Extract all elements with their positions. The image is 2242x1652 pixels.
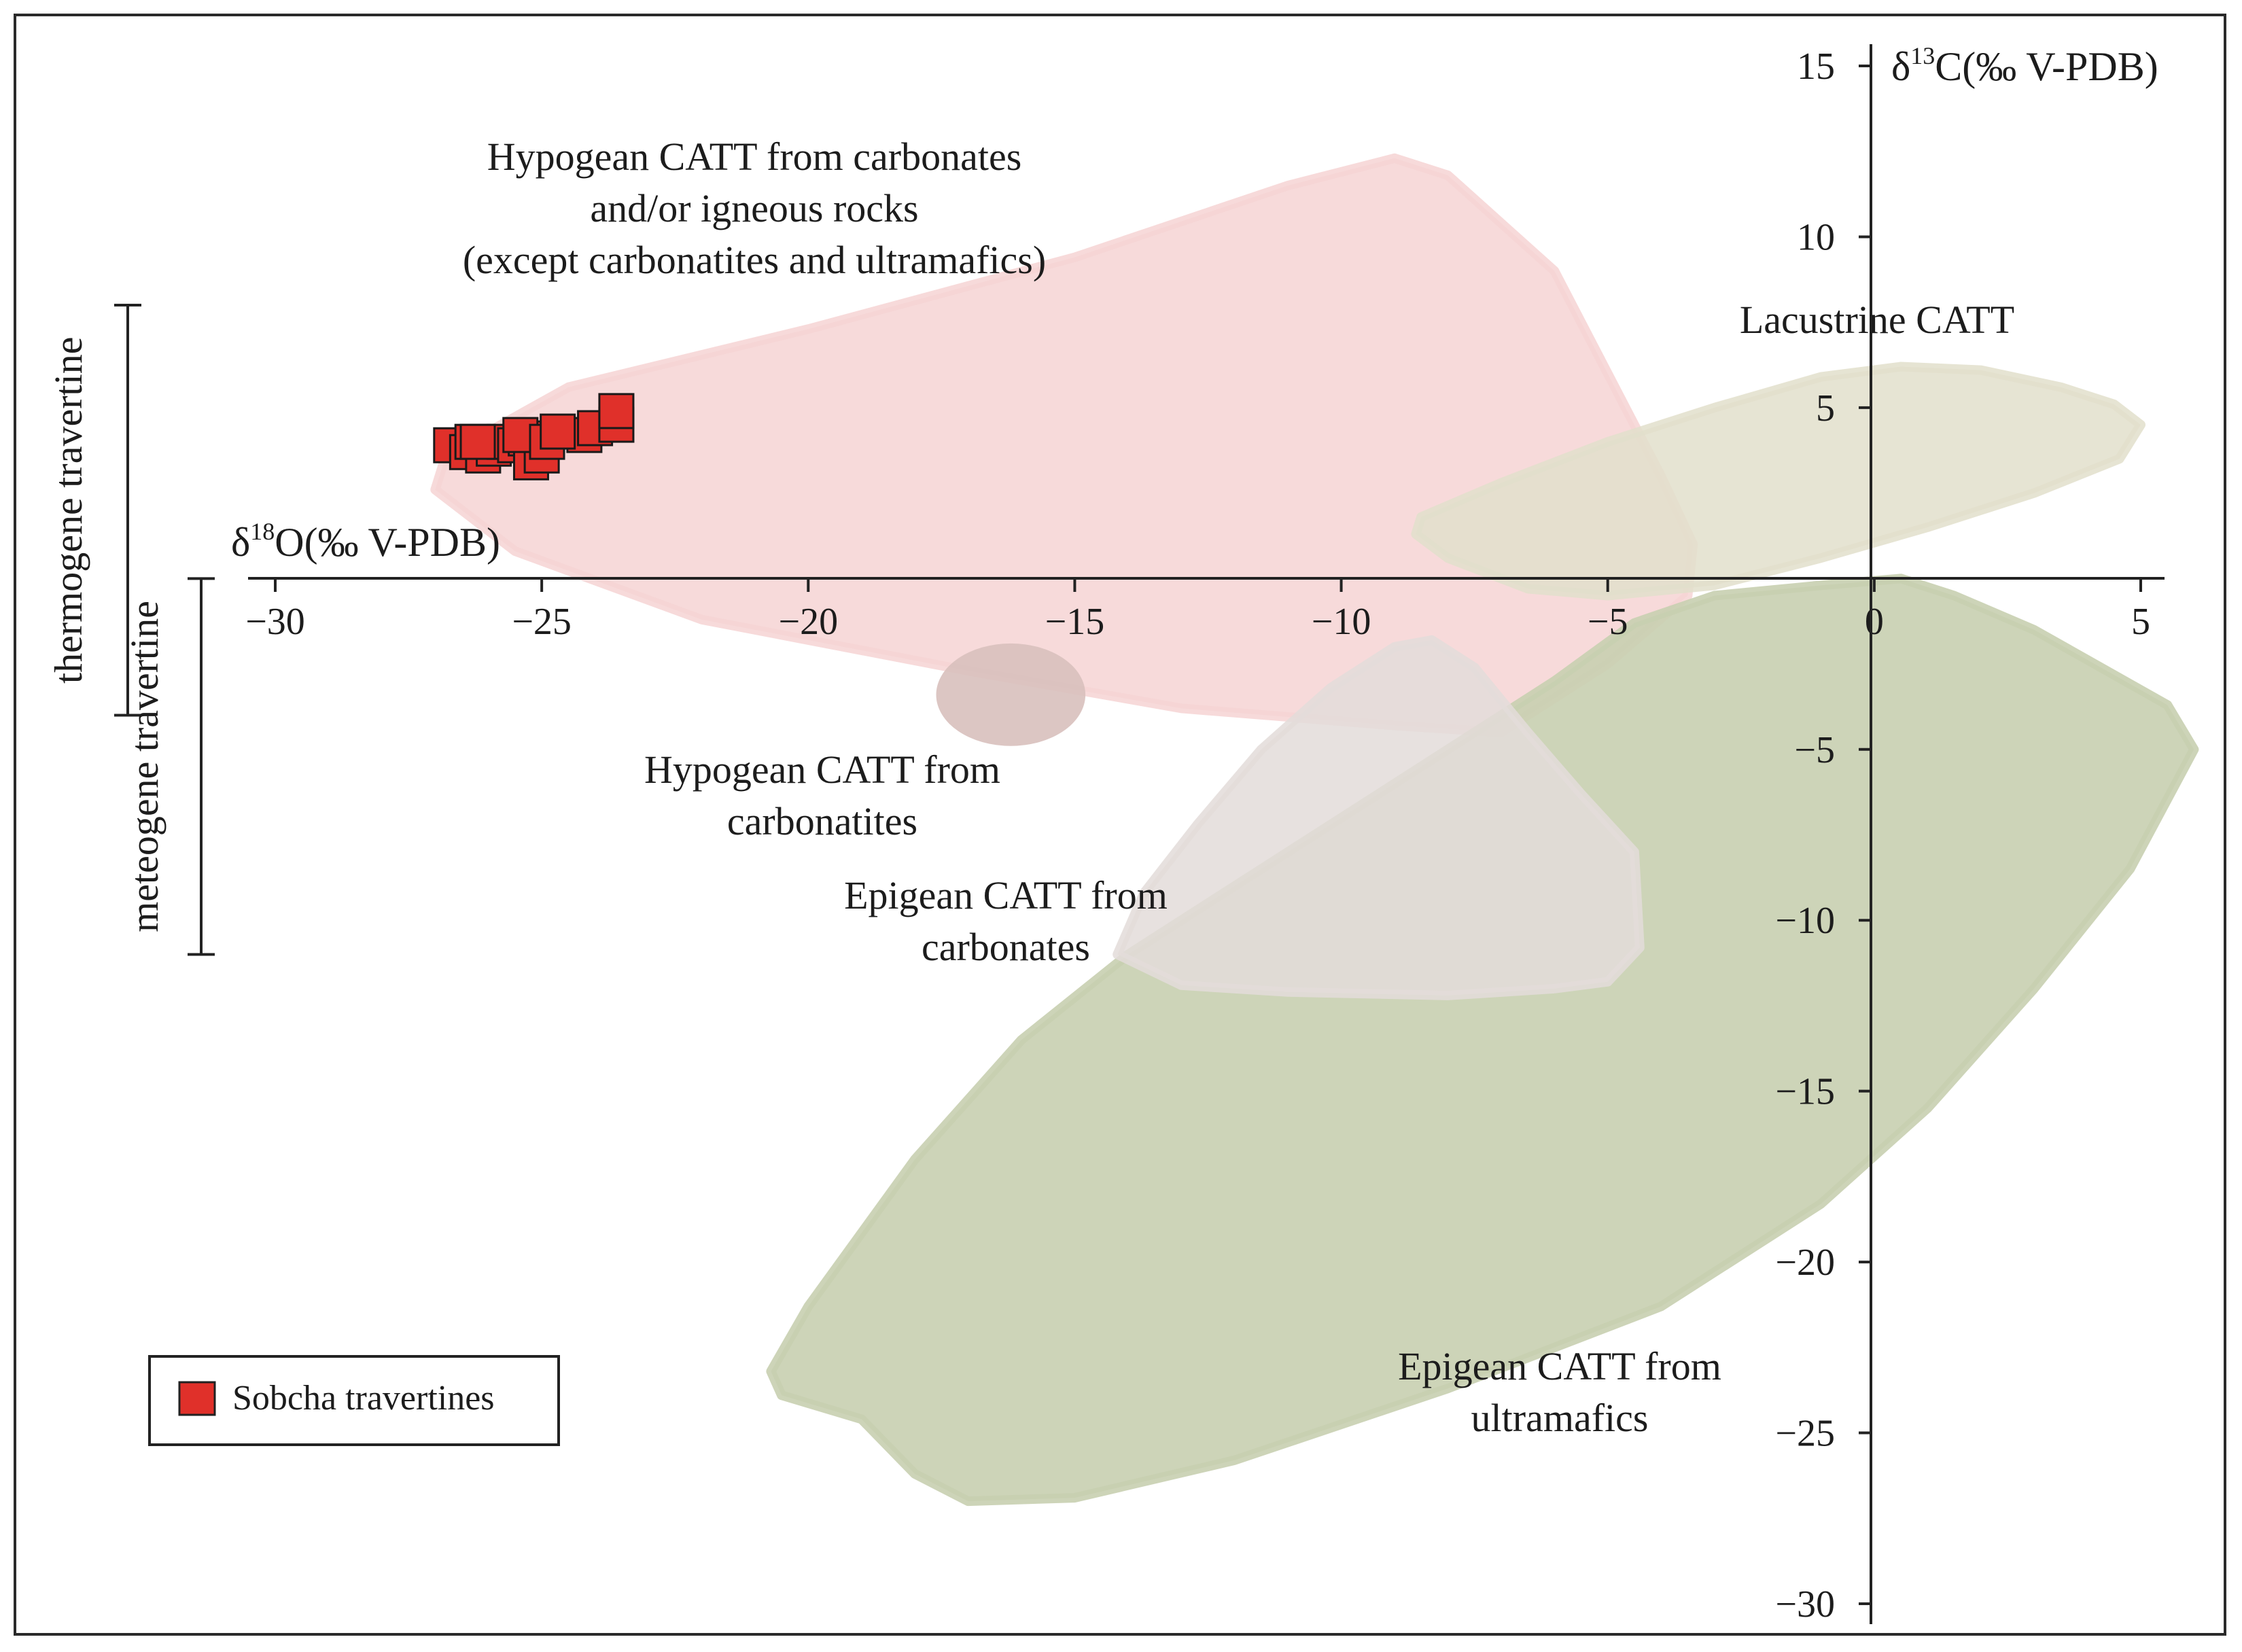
y-tick-label: −20 <box>1775 1242 1835 1284</box>
region-label-hypogean-carbonatites: carbonatites <box>727 799 917 843</box>
region-label-hypogean-carbonates-igneous: Hypogean CATT from carbonates <box>487 135 1022 179</box>
y-tick-label: 5 <box>1816 387 1835 429</box>
region-label-hypogean-carbonates-igneous: and/or igneous rocks <box>590 186 918 230</box>
region-label-lacustrine: Lacustrine CATT <box>1740 298 2014 342</box>
data-point-sobcha <box>540 413 576 450</box>
y-tick-label: −30 <box>1775 1583 1835 1625</box>
region-label-epigean-ultramafics: ultramafics <box>1471 1396 1649 1440</box>
region-epigean-carbonates <box>1113 635 1645 1000</box>
region-label-hypogean-carbonatites: Hypogean CATT from <box>644 748 1000 792</box>
y-tick-label: 15 <box>1797 46 1835 88</box>
y-tick-label: 10 <box>1797 216 1835 258</box>
region-label-epigean-carbonates: carbonates <box>922 925 1090 969</box>
x-axis-title: δ18O(‰ V-PDB) <box>231 518 500 565</box>
region-epigean-ultramafics <box>766 574 2199 1507</box>
x-tick-label: −25 <box>512 601 572 643</box>
side-brackets: thermogene travertine meteogene travertin… <box>46 304 215 956</box>
x-tick-label: 0 <box>1865 601 1884 643</box>
legend-label-sobcha: Sobcha travertines <box>232 1379 495 1418</box>
region-hypogean-carbonatites <box>936 643 1086 746</box>
legend-box <box>148 1355 560 1446</box>
data-point-sobcha <box>459 423 496 460</box>
legend-swatch-sobcha <box>178 1381 216 1416</box>
bracket-label: thermogene travertine <box>46 337 90 684</box>
region-labels: Hypogean CATT from carbonates and/or igne… <box>463 135 2014 1440</box>
data-point-sobcha <box>598 393 635 429</box>
x-tick-label: −30 <box>245 601 305 643</box>
points-layer <box>433 393 635 480</box>
x-tick-label: −10 <box>1312 601 1371 643</box>
y-axis: 15 10 5 −5 −10 −15 −20 −25 −30 <box>1775 44 1872 1625</box>
x-axis: −30 −25 −20 −15 −10 −5 0 5 <box>245 577 2165 643</box>
region-label-hypogean-carbonates-igneous: (except carbonatites and ultramafics) <box>463 238 1046 282</box>
x-ticks: −30 −25 −20 −15 −10 −5 0 5 <box>245 578 2150 643</box>
bracket-label: meteogene travertine <box>122 601 167 932</box>
x-tick-label: −5 <box>1588 601 1628 643</box>
region-label-epigean-ultramafics: Epigean CATT from <box>1398 1344 1721 1388</box>
region-lacustrine <box>1411 362 2145 601</box>
y-tick-label: −10 <box>1775 900 1835 942</box>
regions-layer <box>430 153 2199 1507</box>
x-tick-label: 5 <box>2131 601 2150 643</box>
y-ticks: 15 10 5 −5 −10 −15 −20 −25 −30 <box>1775 46 1871 1625</box>
region-label-epigean-carbonates: Epigean CATT from <box>844 873 1168 917</box>
y-tick-label: −5 <box>1794 729 1835 771</box>
x-tick-label: −15 <box>1045 601 1105 643</box>
y-axis-title: δ13C(‰ V-PDB) <box>1891 42 2158 89</box>
y-tick-label: −15 <box>1775 1071 1835 1113</box>
x-tick-label: −20 <box>778 601 838 643</box>
y-tick-label: −25 <box>1775 1413 1835 1455</box>
legend: Sobcha travertines <box>148 1355 560 1446</box>
